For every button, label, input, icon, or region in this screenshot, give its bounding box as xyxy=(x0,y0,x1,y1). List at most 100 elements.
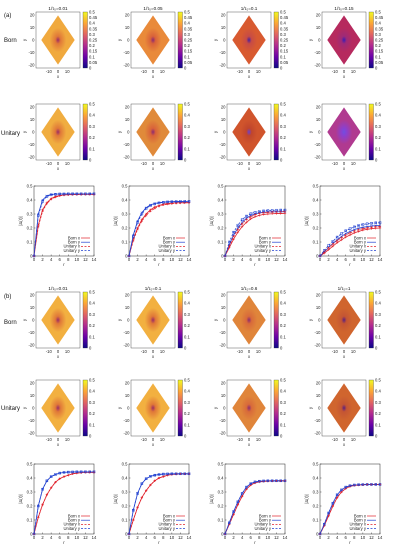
map-x-tick: 10 xyxy=(351,161,356,166)
x-axis-label: r xyxy=(254,262,256,267)
colorbar-tick: 0.2 xyxy=(375,323,381,328)
data-point xyxy=(253,213,257,216)
data-point xyxy=(136,228,139,231)
colorbar-tick: 0.3 xyxy=(280,312,286,317)
order-parameter-diamond xyxy=(327,383,361,433)
map-y-tick: -10 xyxy=(28,142,35,147)
legend-entry: Born y xyxy=(259,518,272,523)
data-point xyxy=(71,472,74,475)
data-point xyxy=(162,201,165,204)
map-x-tick: 10 xyxy=(160,69,165,74)
data-point xyxy=(249,217,252,221)
map-x-label: x xyxy=(57,442,60,447)
data-point xyxy=(144,207,148,210)
data-point xyxy=(67,474,70,477)
data-point xyxy=(318,532,322,536)
colorbar-tick: 0.35 xyxy=(89,26,98,31)
map-x-tick: 0 xyxy=(57,69,60,74)
data-point xyxy=(45,479,49,483)
order-parameter-diamond xyxy=(41,295,75,345)
x-tick-label: 0 xyxy=(128,257,131,262)
map-y-tick: -20 xyxy=(314,63,321,68)
colorbar-tick: 0.1 xyxy=(375,54,381,59)
data-point xyxy=(166,472,169,476)
data-point xyxy=(149,475,152,478)
colorbar-tick: 0.5 xyxy=(280,10,286,15)
map-x-tick: 0 xyxy=(343,349,346,354)
map-title: 1/τ₀=0.01 xyxy=(48,6,68,11)
x-tick-label: 4 xyxy=(50,535,53,540)
map-y-tick: -20 xyxy=(28,431,35,436)
data-point xyxy=(262,211,265,214)
map-y-tick: 10 xyxy=(316,117,321,122)
colorbar-tick: 0.05 xyxy=(89,60,98,65)
order-parameter-diamond xyxy=(136,15,170,65)
colorbar-tick: 0.2 xyxy=(280,411,286,416)
map-x-tick: 0 xyxy=(57,437,60,442)
data-point xyxy=(58,192,61,196)
data-point xyxy=(240,218,244,221)
chart-frame xyxy=(224,463,286,535)
data-point xyxy=(245,221,248,224)
map-x-tick: 0 xyxy=(152,349,155,354)
colorbar-tick: 0.3 xyxy=(280,32,286,37)
row-label-unitary-a: Unitary xyxy=(1,131,20,137)
data-point xyxy=(170,200,174,203)
data-point xyxy=(75,472,78,475)
y-tick-label: 0.4 xyxy=(313,476,319,481)
data-point xyxy=(41,487,44,491)
data-point xyxy=(67,470,70,474)
x-tick-label: 12 xyxy=(274,257,279,262)
map-x-label: x xyxy=(152,74,155,79)
panel-a-label: (a) xyxy=(4,13,11,19)
map-y-tick: 20 xyxy=(125,105,130,110)
data-point xyxy=(49,475,53,478)
colorbar-tick: 0.35 xyxy=(375,26,384,31)
colorbar-tick: 0.3 xyxy=(184,124,190,129)
data-point xyxy=(262,479,265,483)
x-tick-label: 2 xyxy=(327,257,330,262)
colorbar-tick: 0.1 xyxy=(280,422,286,427)
map-x-tick: -10 xyxy=(141,161,148,166)
map-y-tick: -10 xyxy=(314,50,321,55)
map-x-label: x xyxy=(57,166,60,171)
order-parameter-diamond xyxy=(232,295,266,345)
y-axis-label: |Δ(r)| xyxy=(209,494,214,503)
map-b-born-1: 1/τ₀=0.01 -10 0 10 x 20 10 0 -10 -20 y 0.5 0.4 0.3 0.2… xyxy=(22,286,95,359)
data-point xyxy=(279,479,282,483)
data-point xyxy=(170,202,173,205)
data-point xyxy=(54,196,57,199)
colorbar-tick: 0.1 xyxy=(89,146,95,151)
colorbar-tick: 0.3 xyxy=(89,32,95,37)
map-title: 1/τ₀=0.6 xyxy=(241,286,258,291)
map-x-tick: 0 xyxy=(343,161,346,166)
map-x-tick: 0 xyxy=(248,437,251,442)
legend-entry: Born y xyxy=(163,240,176,245)
y-tick-label: 0 xyxy=(125,532,128,537)
series-line xyxy=(224,209,285,257)
data-point xyxy=(54,193,57,196)
map-y-tick: 0 xyxy=(318,130,321,135)
map-y-tick: -20 xyxy=(28,343,35,348)
panel-b-label: (b) xyxy=(4,294,11,300)
map-title: 1/τ₀=0.1 xyxy=(241,6,258,11)
data-point xyxy=(145,214,148,217)
data-point xyxy=(236,223,240,227)
x-tick-label: 12 xyxy=(83,257,88,262)
data-point xyxy=(241,222,244,225)
map-y-label: y xyxy=(117,130,122,133)
x-tick-label: 6 xyxy=(345,257,348,262)
y-tick-label: 0.5 xyxy=(122,462,128,467)
data-point xyxy=(62,475,66,478)
x-tick-label: 4 xyxy=(50,257,53,262)
data-point xyxy=(54,481,57,484)
colorbar-tick: 0.5 xyxy=(89,10,95,15)
map-x-label: x xyxy=(343,442,346,447)
map-x-tick: 10 xyxy=(160,437,165,442)
chart-frame xyxy=(319,463,381,535)
y-tick-label: 0.1 xyxy=(218,240,224,245)
map-y-tick: 0 xyxy=(223,38,226,43)
colorbar-tick: 0 xyxy=(89,158,92,163)
colorbar-tick: 0.2 xyxy=(89,135,95,140)
data-point xyxy=(162,472,165,476)
